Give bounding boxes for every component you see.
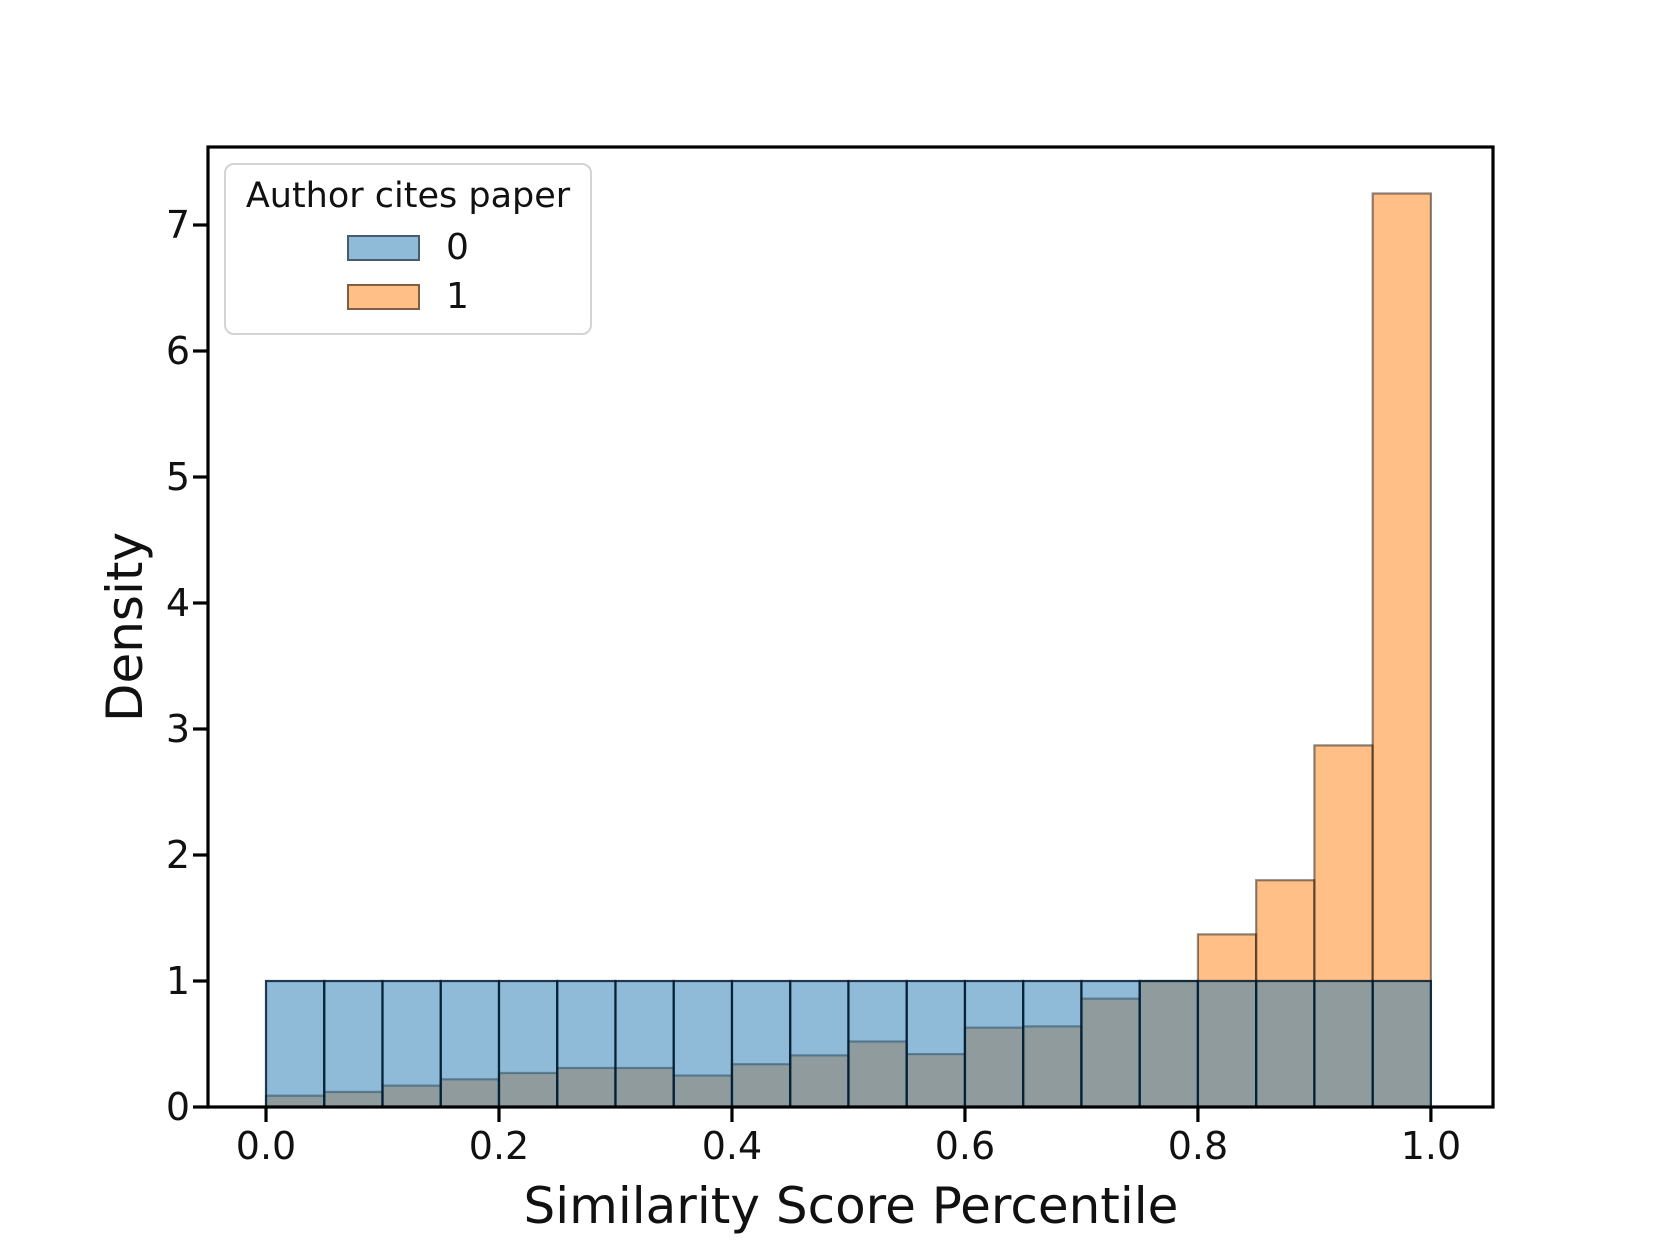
- hist-bar-series-0-bin-13: [1022, 979, 1083, 1109]
- y-tick-label-3: 3: [165, 706, 190, 751]
- y-tick-label-1: 1: [165, 958, 190, 1003]
- hist-bar-series-0-bin-18: [1313, 979, 1374, 1109]
- hist-bar-series-0-bin-0: [264, 979, 326, 1109]
- hist-bar-series-0-bin-10: [847, 979, 908, 1109]
- y-axis-label: Density: [96, 531, 154, 723]
- hist-bar-series-1-bin-19: [1371, 192, 1433, 1109]
- hist-bar-series-0-bin-14: [1080, 979, 1141, 1109]
- y-tick-label-6: 6: [165, 328, 190, 373]
- legend-label-1: 1: [446, 276, 469, 317]
- axes-spines: [206, 145, 1495, 1109]
- legend-swatch-orange: [347, 284, 421, 310]
- y-tick-label-0: 0: [165, 1085, 190, 1129]
- x-tick-label-0.0: 0.0: [235, 1124, 297, 1168]
- legend-title: Author cites paper: [245, 176, 571, 216]
- x-tick-label-1.0: 1.0: [1400, 1124, 1462, 1168]
- legend: Author cites paper 0 1: [224, 163, 592, 335]
- legend-swatch-blue: [347, 235, 421, 261]
- hist-bar-series-0-bin-2: [381, 979, 442, 1109]
- hist-bar-series-0-bin-19: [1371, 979, 1433, 1109]
- hist-bar-series-0-bin-17: [1255, 979, 1316, 1109]
- hist-bar-series-0-bin-7: [672, 979, 734, 1109]
- hist-bar-series-0-bin-8: [730, 979, 792, 1109]
- legend-label-0: 0: [446, 227, 469, 268]
- hist-bar-series-0-bin-15: [1138, 979, 1200, 1109]
- x-tick-label-0.8: 0.8: [1167, 1124, 1229, 1168]
- x-tick-label-0.4: 0.4: [701, 1124, 763, 1168]
- hist-bar-series-0-bin-11: [905, 979, 967, 1109]
- hist-bar-series-0-bin-4: [497, 979, 559, 1109]
- y-tick-label-7: 7: [165, 202, 190, 247]
- y-tick-label-5: 5: [165, 454, 190, 499]
- x-tick-label-0.6: 0.6: [934, 1124, 996, 1168]
- y-tick-label-4: 4: [165, 580, 190, 625]
- hist-bar-series-0-bin-9: [789, 979, 850, 1109]
- hist-bar-series-0-bin-3: [439, 979, 501, 1109]
- hist-bar-series-0-bin-5: [556, 979, 617, 1109]
- hist-bar-series-0-bin-16: [1196, 979, 1258, 1109]
- x-axis-label: Similarity Score Percentile: [523, 1177, 1179, 1235]
- y-tick-label-2: 2: [165, 832, 190, 877]
- hist-bar-series-0-bin-6: [614, 979, 675, 1109]
- hist-bar-series-0-bin-12: [963, 979, 1025, 1109]
- hist-bar-series-0-bin-1: [323, 979, 384, 1109]
- legend-item-0: 0: [347, 228, 469, 268]
- x-tick-label-0.2: 0.2: [468, 1124, 530, 1168]
- legend-item-1: 1: [347, 277, 469, 317]
